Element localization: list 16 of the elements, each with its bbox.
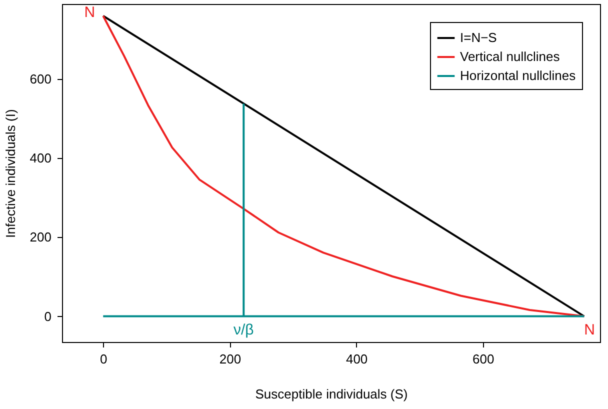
x-tick-label: 600 bbox=[472, 352, 494, 366]
annotation: N bbox=[84, 4, 96, 21]
legend-label: I=N−S bbox=[460, 30, 498, 45]
legend-label: Vertical nullclines bbox=[460, 49, 560, 64]
x-axis-title: Susceptible individuals (S) bbox=[255, 386, 408, 402]
x-tick-label: 0 bbox=[100, 352, 108, 366]
y-axis-title: Infective individuals (I) bbox=[2, 109, 18, 238]
annotation: ν/β bbox=[234, 321, 254, 338]
annotation: N bbox=[584, 321, 596, 338]
y-tick-label: 600 bbox=[30, 72, 52, 87]
y-tick-label: 400 bbox=[30, 150, 52, 166]
legend-label: Horizontal nullclines bbox=[460, 68, 576, 83]
y-tick-label: 0 bbox=[44, 308, 52, 324]
x-tick-label: 200 bbox=[219, 352, 242, 366]
x-tick-label: 400 bbox=[346, 352, 368, 366]
y-tick-label: 200 bbox=[30, 230, 52, 245]
